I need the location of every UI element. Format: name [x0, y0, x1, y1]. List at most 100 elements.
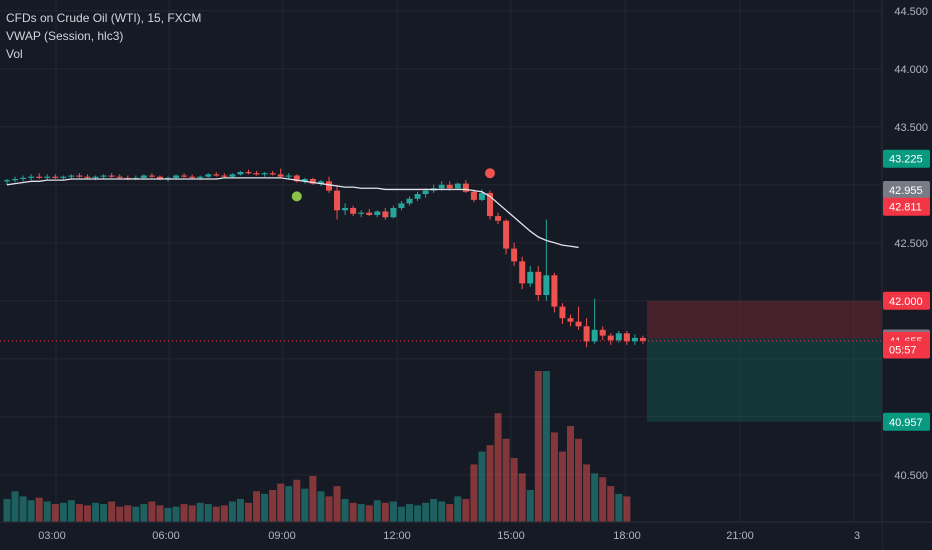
countdown-label: 05:57: [883, 340, 930, 359]
candle-body: [92, 176, 99, 178]
candle-body: [140, 175, 147, 178]
volume-bar: [3, 498, 11, 522]
volume-bar: [156, 505, 164, 522]
volume-bar: [309, 475, 317, 522]
volume-bar: [583, 464, 591, 522]
candle-body: [269, 173, 276, 175]
candle-body: [615, 333, 622, 341]
volume-bar: [277, 483, 285, 522]
volume-bar: [236, 498, 244, 522]
candle-body: [277, 174, 284, 177]
volume-bar: [59, 502, 67, 522]
price-axis-tick: 42.500: [894, 238, 928, 250]
time-axis-tick: 18:00: [613, 530, 641, 542]
volume-bar: [172, 506, 180, 522]
candle-body: [462, 183, 469, 192]
volume-bar: [333, 486, 341, 522]
candle-body: [567, 318, 574, 322]
volume-bar: [253, 491, 261, 522]
volume-bar: [365, 505, 373, 522]
volume-bar: [567, 426, 574, 522]
volume-bar: [575, 438, 583, 522]
price-axis-bg: [882, 0, 932, 550]
candle-body: [326, 181, 332, 191]
candle-body: [189, 176, 196, 178]
volume-bar: [35, 497, 43, 522]
candle-body: [559, 306, 566, 319]
candle-body: [213, 174, 220, 176]
price-axis-tick: 43.500: [894, 122, 928, 134]
take-profit-zone: [647, 338, 882, 422]
candle-body: [366, 212, 373, 215]
candle-body: [382, 211, 389, 218]
candle-body: [12, 179, 19, 181]
candle-body: [84, 176, 91, 178]
volume-indicator-label[interactable]: Vol: [6, 47, 23, 61]
candle-body: [108, 175, 115, 177]
candle-body: [527, 271, 534, 284]
candle-body: [68, 175, 75, 177]
candle-body: [422, 190, 429, 195]
buy-signal-marker: [291, 191, 302, 202]
candle-body: [583, 326, 590, 342]
candle-body: [543, 275, 550, 295]
time-axis-bg: [0, 522, 882, 550]
volume-bar: [623, 496, 631, 522]
volume-bar: [100, 504, 108, 522]
candle-body: [503, 220, 510, 249]
candle-body: [631, 337, 638, 342]
volume-bar: [245, 502, 252, 522]
candle-body: [551, 275, 558, 307]
candle-body: [607, 335, 614, 341]
candle-body: [100, 175, 107, 177]
candle-body: [390, 208, 397, 218]
vwap-value-label: 42.955: [883, 181, 930, 200]
volume-bar: [116, 506, 124, 522]
volume-bar: [51, 504, 59, 522]
volume-bar: [534, 370, 542, 522]
volume-bar: [269, 490, 277, 522]
candle-body: [374, 211, 381, 215]
volume-bar: [430, 498, 438, 522]
volume-bar: [317, 491, 325, 522]
volume-bar: [124, 505, 132, 522]
volume-bar: [67, 500, 75, 522]
candle-body: [519, 261, 526, 284]
time-axis-tick: 12:00: [383, 530, 411, 542]
candle-body: [28, 176, 35, 178]
time-axis-tick: 15:00: [497, 530, 525, 542]
volume-bar: [293, 479, 301, 522]
vwap-indicator-label[interactable]: VWAP (Session, hlc3): [6, 29, 124, 43]
candle-body: [639, 337, 646, 341]
time-axis-tick: 21:00: [726, 530, 754, 542]
take-profit-label: 40.957: [883, 412, 930, 431]
candle-body: [197, 176, 204, 178]
volume-bar: [462, 498, 470, 522]
volume-bar: [180, 504, 188, 522]
volume-bar: [510, 458, 518, 522]
candle-body: [205, 174, 212, 177]
symbol-title[interactable]: CFDs on Crude Oil (WTI), 15, FXCM: [6, 11, 202, 25]
candle-body: [334, 190, 341, 211]
volume-bar: [381, 502, 389, 522]
volume-bar: [438, 501, 446, 522]
candle-body: [52, 176, 59, 178]
volume-bar: [220, 505, 228, 522]
volume-bar: [470, 464, 478, 522]
candle-body: [116, 176, 123, 178]
volume-bar: [148, 501, 156, 522]
candle-body: [253, 173, 260, 175]
volume-bar: [406, 504, 413, 522]
candle-body: [237, 172, 244, 175]
volume-bar: [228, 501, 236, 522]
volume-bar: [591, 473, 599, 522]
candle-body: [350, 208, 357, 214]
time-axis-tick: 06:00: [152, 530, 180, 542]
volume-bar: [357, 504, 365, 522]
candle-body: [406, 198, 413, 204]
candle-body: [181, 175, 188, 177]
price-axis-tick: 44.000: [894, 64, 928, 76]
time-axis-tick: 09:00: [268, 530, 296, 542]
